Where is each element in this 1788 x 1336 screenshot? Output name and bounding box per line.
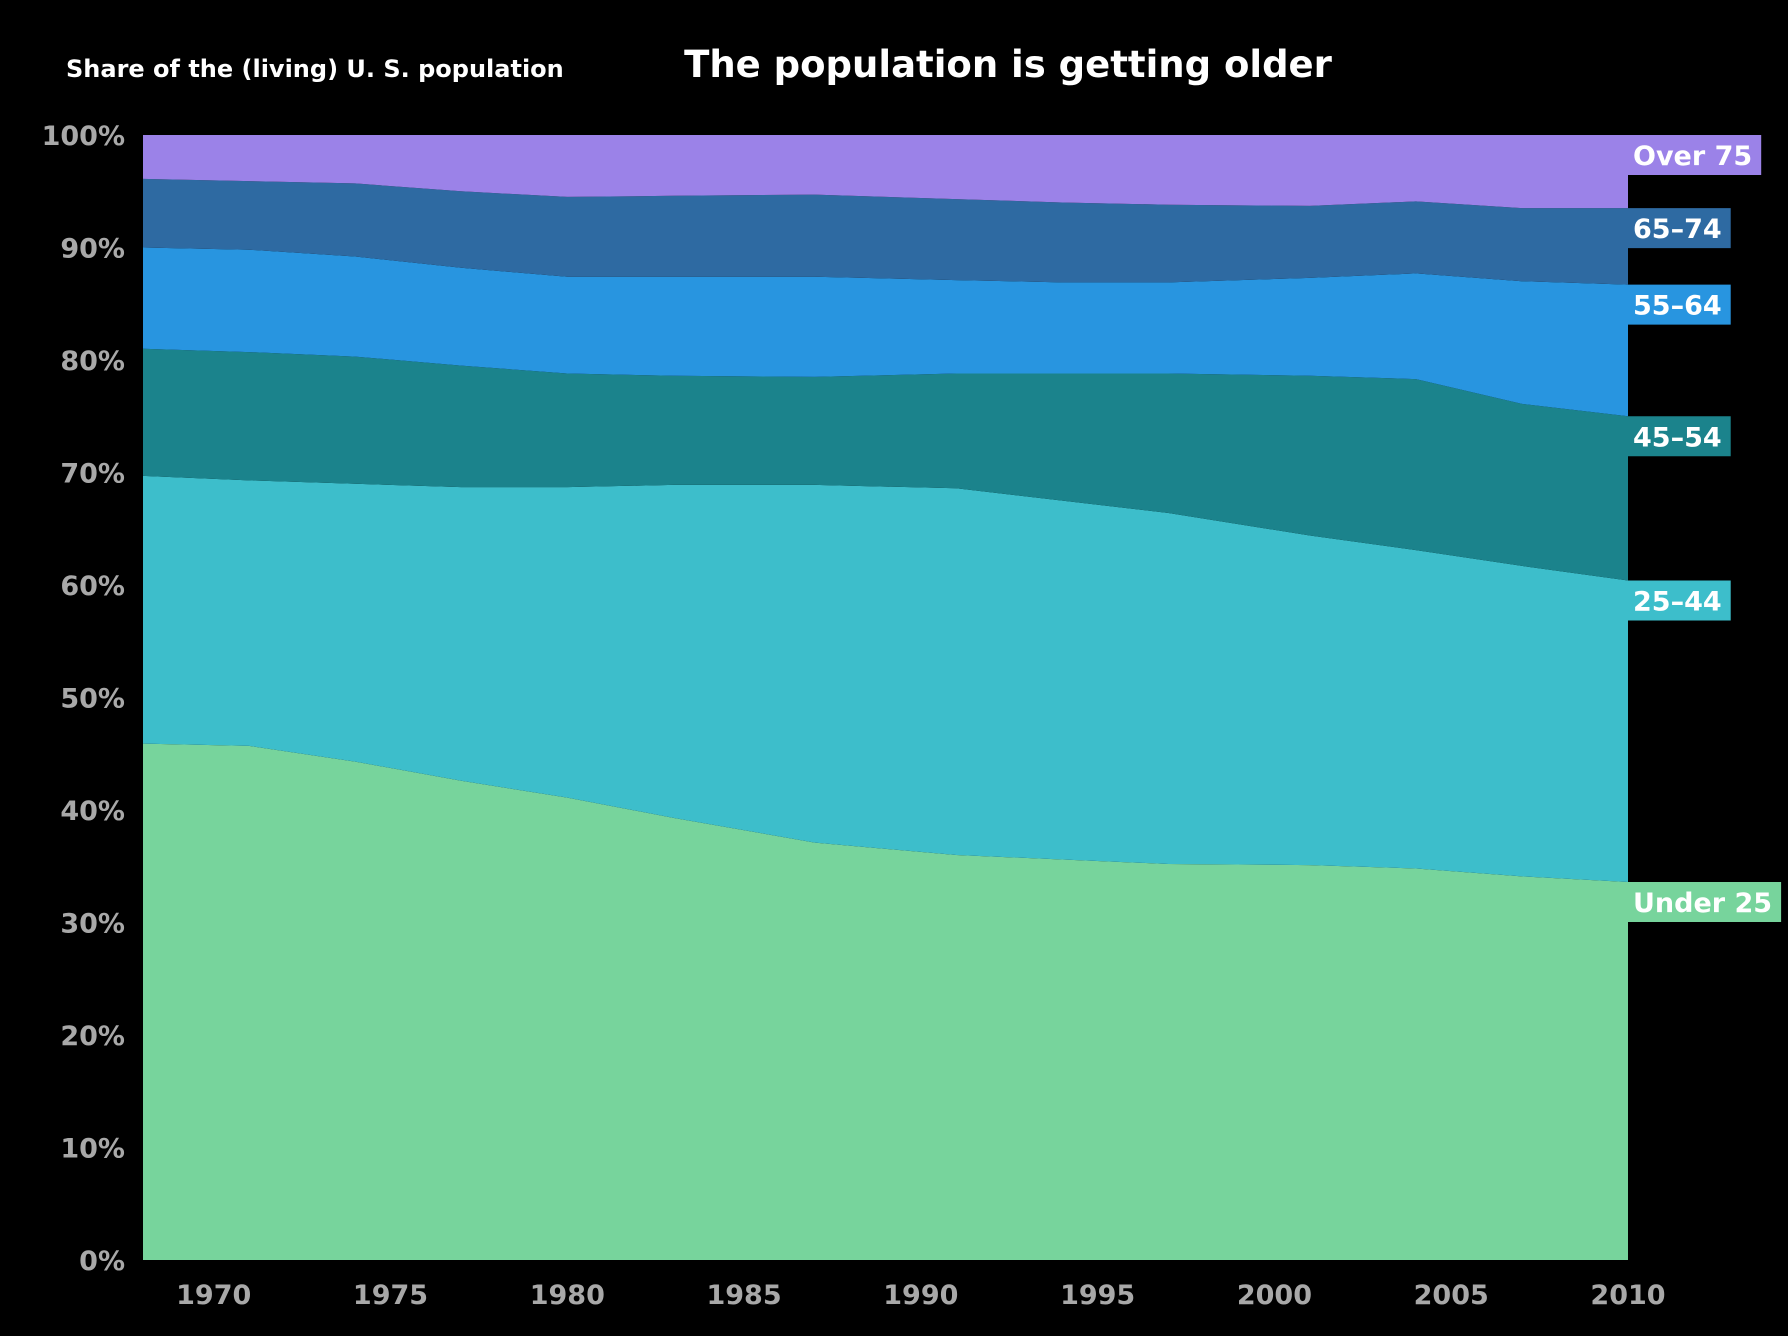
x-axis: 1970 1975 1980 1985 1990 1995 2000 2005 2010 bbox=[176, 1280, 1665, 1311]
label-background bbox=[1628, 135, 1762, 175]
label-background bbox=[1628, 882, 1782, 922]
label-over-75: Over 75 bbox=[1628, 135, 1762, 175]
y-tick-label: 10% bbox=[60, 1134, 125, 1165]
series-label: 25–44 bbox=[1633, 587, 1722, 618]
y-tick-label: 20% bbox=[60, 1021, 125, 1052]
y-tick-label: 0% bbox=[79, 1246, 125, 1277]
label-45-54: 45–54 bbox=[1628, 416, 1731, 457]
y-tick-label: 70% bbox=[60, 459, 125, 490]
area-over-75 bbox=[143, 135, 1628, 209]
y-tick-label: 100% bbox=[42, 121, 125, 152]
x-tick-label: 1980 bbox=[530, 1280, 605, 1311]
series-label: Over 75 bbox=[1633, 141, 1752, 172]
chart-subtitle: Share of the (living) U. S. population bbox=[66, 55, 564, 83]
y-tick-label: 80% bbox=[60, 346, 125, 377]
area-series-group bbox=[143, 135, 1628, 1260]
chart-title: The population is getting older bbox=[684, 43, 1333, 86]
y-tick-label: 30% bbox=[60, 909, 125, 940]
area-45-54 bbox=[143, 348, 1628, 581]
label-under-25: Under 25 bbox=[1628, 882, 1782, 922]
x-tick-label: 1990 bbox=[883, 1280, 958, 1311]
area-65-74 bbox=[143, 178, 1628, 285]
x-tick-label: 2000 bbox=[1237, 1280, 1312, 1311]
label-background bbox=[1628, 208, 1731, 249]
x-tick-label: 1995 bbox=[1060, 1280, 1135, 1311]
y-tick-label: 60% bbox=[60, 571, 125, 602]
x-tick-label: 1970 bbox=[176, 1280, 251, 1311]
series-label: Under 25 bbox=[1633, 888, 1772, 919]
x-tick-label: 1985 bbox=[706, 1280, 781, 1311]
label-65-74: 65–74 bbox=[1628, 208, 1731, 249]
series-label: 65–74 bbox=[1633, 214, 1722, 245]
series-label: 45–54 bbox=[1633, 422, 1722, 453]
series-labels: Under 25 25–44 45–54 55–64 65–74 Over 75 bbox=[1628, 135, 1782, 922]
area-55-64 bbox=[143, 247, 1628, 417]
y-axis: 0% 10% 20% 30% 40% 50% 60% 70% 80% 90% 100% bbox=[42, 121, 125, 1277]
x-tick-label: 2010 bbox=[1590, 1280, 1665, 1311]
label-25-44: 25–44 bbox=[1628, 580, 1731, 621]
label-background bbox=[1628, 284, 1731, 325]
label-background bbox=[1628, 580, 1731, 621]
series-label: 55–64 bbox=[1633, 291, 1722, 322]
y-tick-label: 50% bbox=[60, 684, 125, 715]
label-55-64: 55–64 bbox=[1628, 284, 1731, 325]
y-tick-label: 40% bbox=[60, 796, 125, 827]
y-tick-label: 90% bbox=[60, 234, 125, 265]
area-25-44 bbox=[143, 475, 1628, 882]
x-tick-label: 2005 bbox=[1414, 1280, 1489, 1311]
x-tick-label: 1975 bbox=[353, 1280, 428, 1311]
area-under-25 bbox=[143, 743, 1628, 1260]
label-background bbox=[1628, 416, 1731, 457]
